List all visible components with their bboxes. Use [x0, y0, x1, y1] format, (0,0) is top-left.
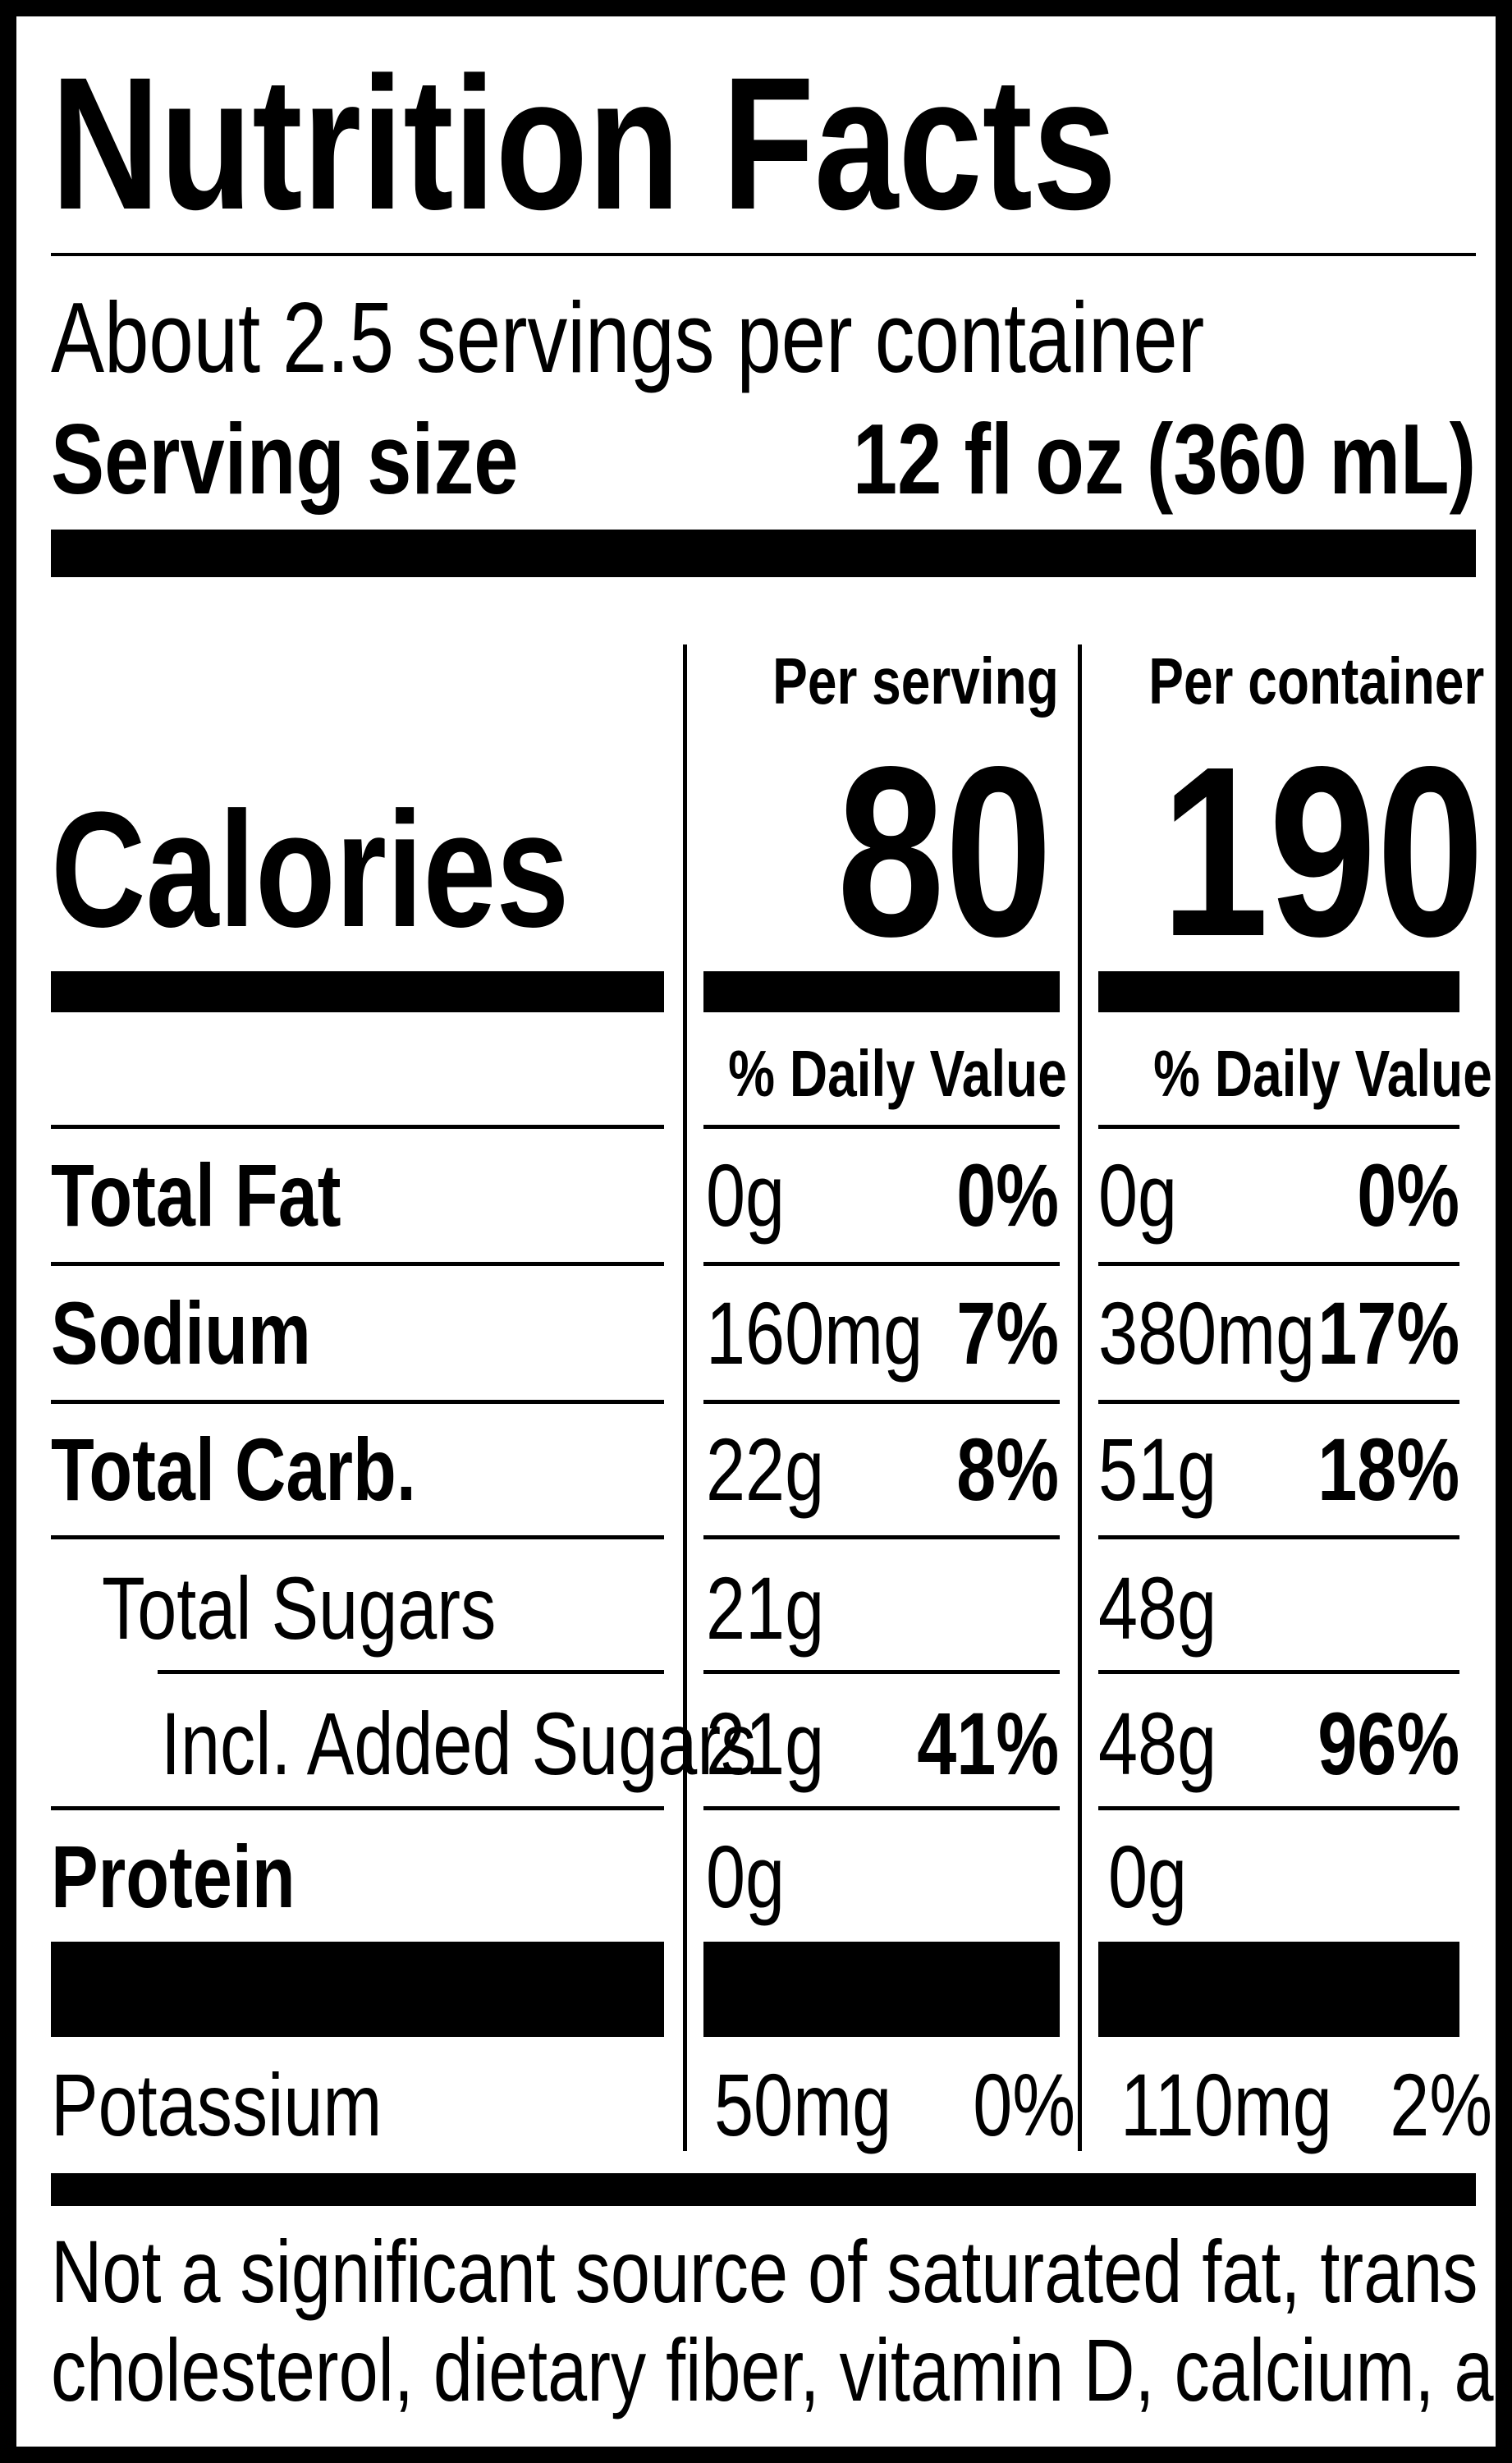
- potassium-container-amount: 110mg: [1120, 2055, 1332, 2154]
- serving-amount: 22g: [706, 1420, 825, 1519]
- container-dv: 0%: [1357, 1145, 1459, 1245]
- row-divider: [703, 1262, 1060, 1266]
- row-divider: [1098, 1262, 1459, 1266]
- row-divider: [51, 1262, 664, 1266]
- per-container-header: Per container: [1148, 644, 1484, 718]
- dv-header-container: % Daily Value: [1153, 1037, 1492, 1110]
- protein-bar-label: [51, 1942, 664, 2037]
- row-divider: [1098, 1670, 1459, 1674]
- servings-per-container: About 2.5 servings per container: [51, 282, 1205, 393]
- protein-bar-container: [1098, 1942, 1459, 2037]
- serving-amount: 21g: [706, 1694, 825, 1793]
- container-amount: 48g: [1098, 1558, 1217, 1658]
- calories-per-serving: 80: [836, 716, 1052, 987]
- potassium-serving-dv: 0%: [973, 2055, 1075, 2154]
- serving-size-label: Serving size: [51, 403, 519, 515]
- container-amount: 380mg: [1098, 1283, 1316, 1383]
- potassium-name: Potassium: [51, 2055, 383, 2154]
- row-divider: [703, 1535, 1060, 1539]
- nutrient-name: Total Sugars: [102, 1558, 497, 1658]
- container-amount: 0g: [1098, 1145, 1178, 1245]
- nutrient-name: Total Fat: [51, 1145, 341, 1245]
- calories-bar-label: [51, 971, 664, 1012]
- footnote-line-2: cholesterol, dietary fiber, vitamin D, c…: [51, 2320, 1496, 2419]
- serving-dv: 7%: [956, 1283, 1059, 1383]
- row-divider: [1098, 1806, 1459, 1810]
- calories-per-container: 190: [1161, 716, 1484, 987]
- row-divider: [51, 1125, 664, 1129]
- calories-bar-serving: [703, 971, 1060, 1012]
- serving-amount: 21g: [706, 1558, 825, 1658]
- row-divider: [703, 1806, 1060, 1810]
- nutrient-name: Incl. Added Sugars: [161, 1694, 757, 1793]
- container-dv: 17%: [1317, 1283, 1459, 1383]
- nutrient-name: Total Carb.: [51, 1420, 416, 1519]
- serving-dv: 41%: [917, 1694, 1059, 1793]
- nutrient-name: Sodium: [51, 1283, 311, 1383]
- footnote-line-1: Not a significant source of saturated fa…: [51, 2222, 1496, 2321]
- dv-header-serving: % Daily Value: [728, 1037, 1067, 1110]
- thick-divider-top: [51, 530, 1476, 577]
- serving-amount: 0g: [706, 1145, 786, 1245]
- row-divider: [703, 1400, 1060, 1404]
- serving-dv: 0%: [956, 1145, 1059, 1245]
- container-dv: 18%: [1317, 1420, 1459, 1519]
- protein-bar-serving: [703, 1942, 1060, 2037]
- row-divider: [703, 1125, 1060, 1129]
- row-divider: [51, 1806, 664, 1810]
- column-divider-right: [1078, 644, 1082, 2151]
- serving-size-value: 12 fl oz (360 mL): [852, 403, 1476, 515]
- container-amount: 51g: [1098, 1420, 1217, 1519]
- nutrient-name: Protein: [51, 1827, 296, 1926]
- serving-amount: 160mg: [706, 1283, 923, 1383]
- row-divider: [1098, 1125, 1459, 1129]
- row-divider: [1098, 1400, 1459, 1404]
- thick-divider-bottom: [51, 2173, 1476, 2206]
- row-divider: [51, 1400, 664, 1404]
- container-dv: 96%: [1317, 1694, 1459, 1793]
- title-divider: [51, 253, 1476, 256]
- nutrition-facts-label: Nutrition Facts About 2.5 servings per c…: [16, 16, 1496, 2447]
- serving-dv: 8%: [956, 1420, 1059, 1519]
- potassium-container-dv: 2%: [1390, 2055, 1492, 2154]
- column-divider-left: [683, 644, 687, 2151]
- row-divider: [703, 1670, 1060, 1674]
- calories-label: Calories: [51, 778, 570, 961]
- potassium-serving-amount: 50mg: [714, 2055, 892, 2154]
- per-serving-header: Per serving: [772, 644, 1059, 718]
- container-amount: 48g: [1098, 1694, 1217, 1793]
- row-divider: [158, 1670, 664, 1674]
- container-amount: 0g: [1108, 1827, 1188, 1926]
- row-divider: [1098, 1535, 1459, 1539]
- serving-amount: 0g: [706, 1827, 786, 1926]
- label-title: Nutrition Facts: [51, 38, 1117, 249]
- calories-bar-container: [1098, 971, 1459, 1012]
- row-divider: [51, 1535, 664, 1539]
